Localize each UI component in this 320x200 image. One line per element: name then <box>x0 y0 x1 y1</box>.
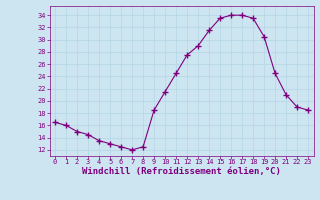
X-axis label: Windchill (Refroidissement éolien,°C): Windchill (Refroidissement éolien,°C) <box>82 167 281 176</box>
